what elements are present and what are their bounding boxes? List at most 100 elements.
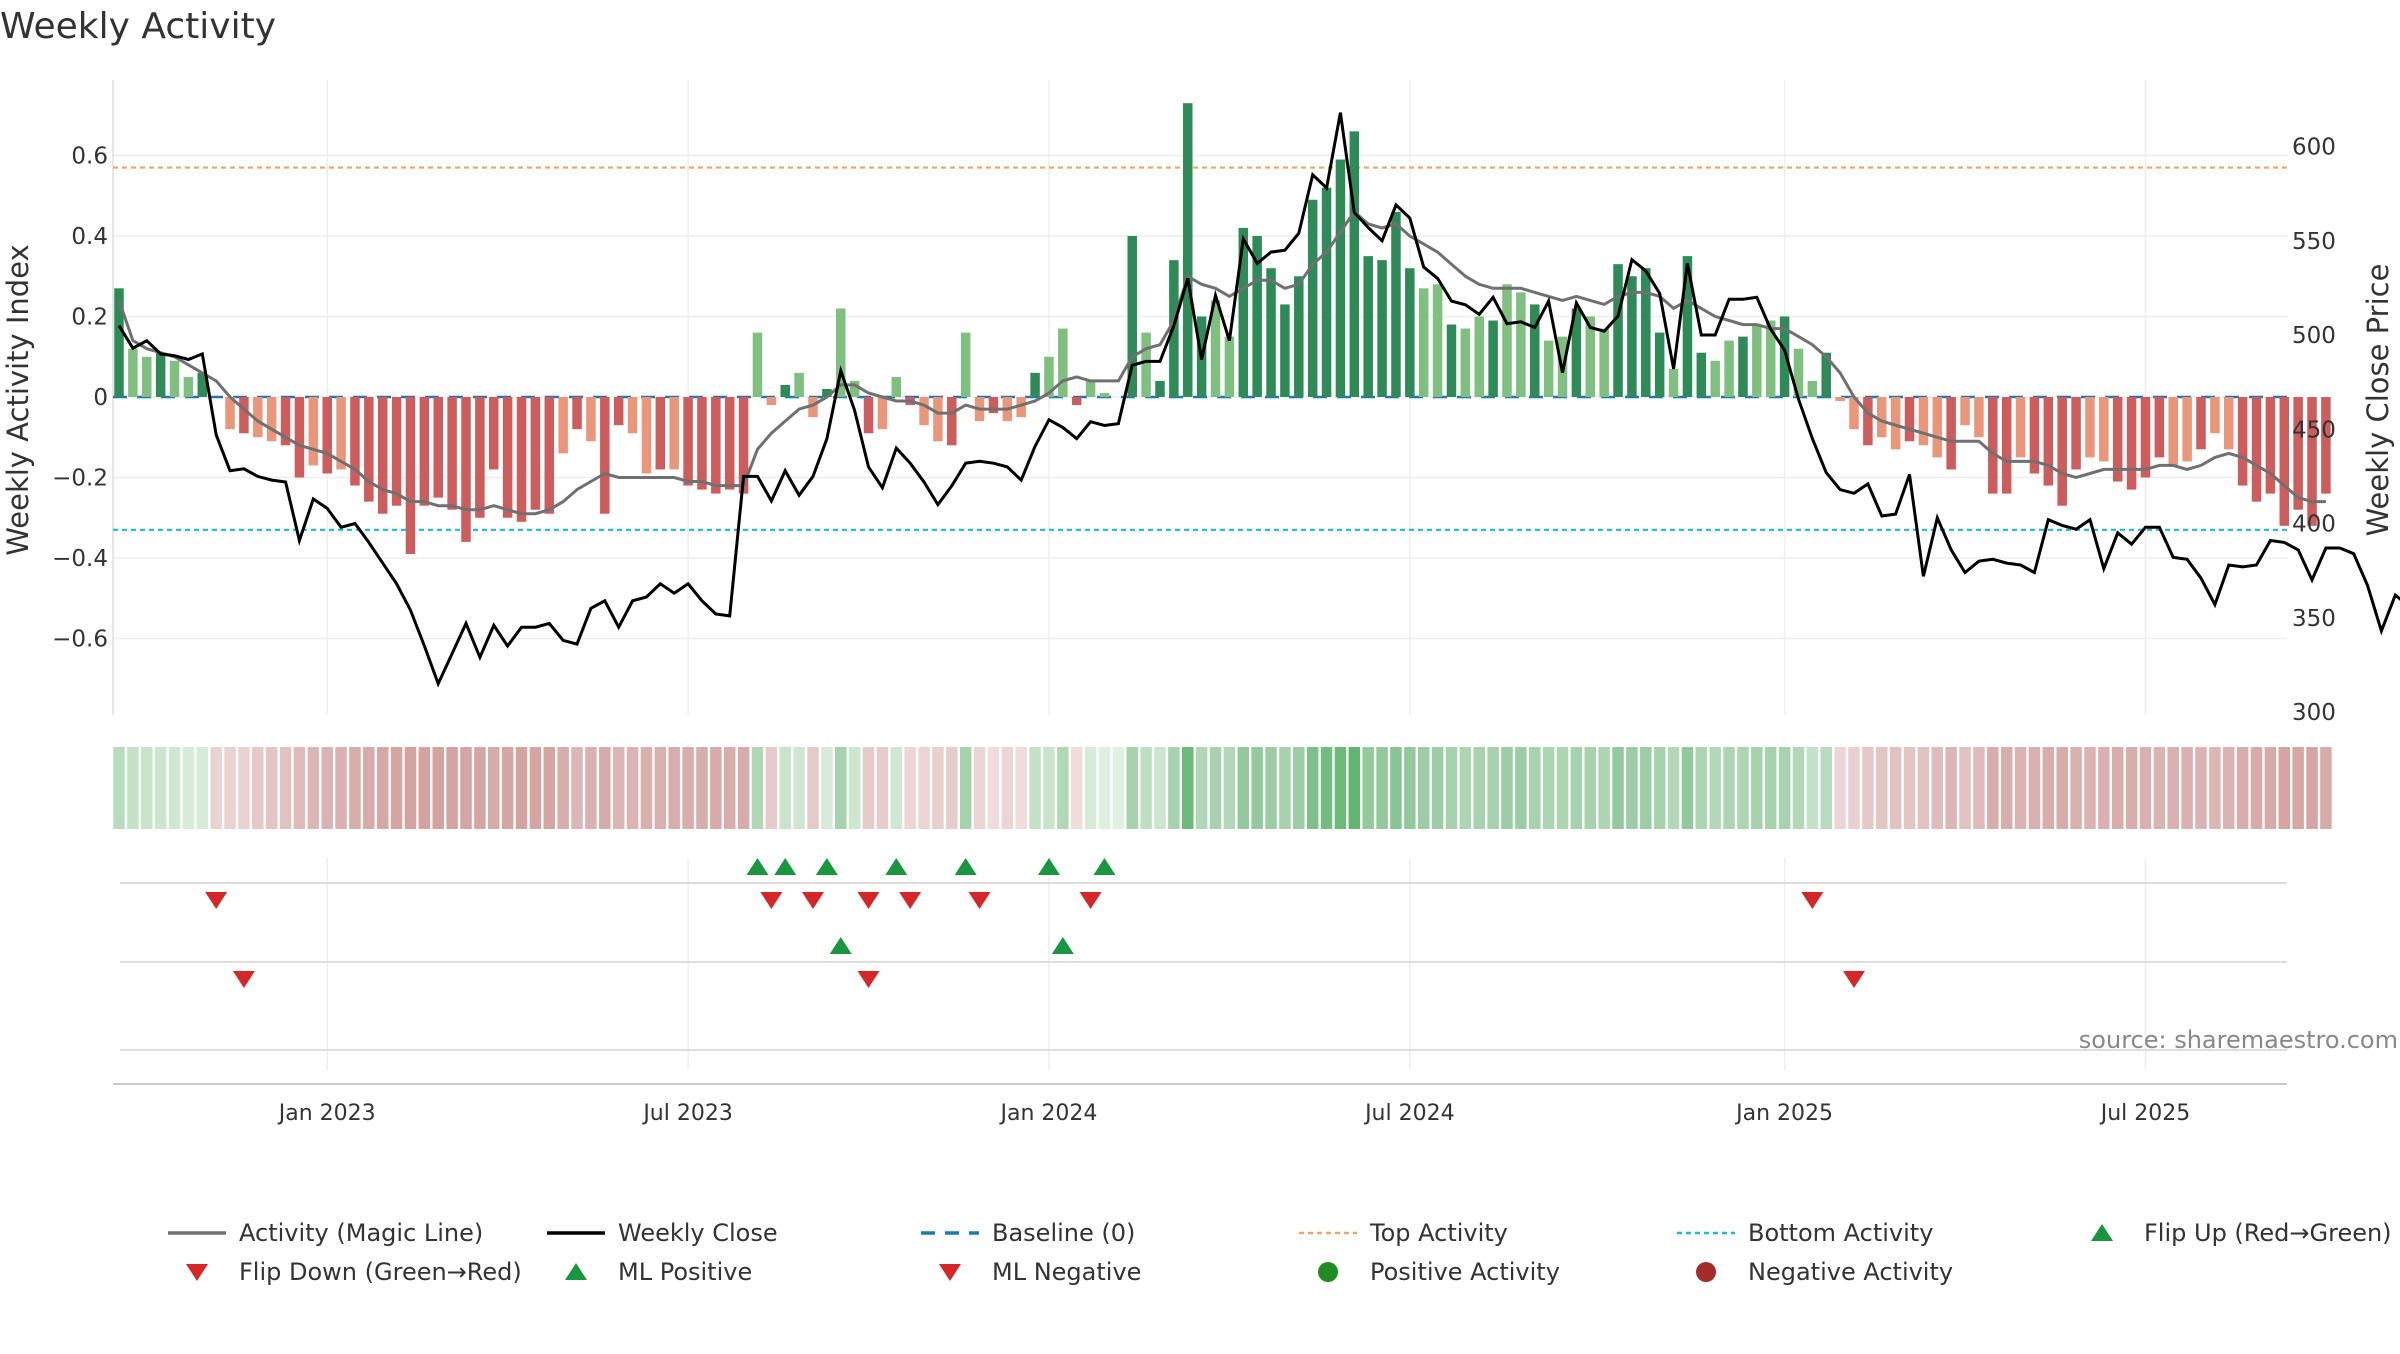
heat-cell (1571, 747, 1582, 829)
activity-bar (309, 397, 319, 465)
heat-cell (1918, 747, 1929, 829)
heat-cell (1821, 747, 1832, 829)
activity-bar (642, 397, 652, 473)
activity-bar (2099, 397, 2109, 461)
heat-cell (585, 747, 596, 829)
activity-bar (295, 397, 305, 478)
heat-cell (252, 747, 263, 829)
flip-down-marker (1080, 892, 1102, 909)
x-tick-label: Jul 2025 (2099, 1101, 2191, 1126)
heat-cell (502, 747, 513, 829)
heat-cell (1029, 747, 1040, 829)
activity-bar (961, 333, 971, 397)
heat-cell (141, 747, 152, 829)
legend-swatch (2091, 1224, 2113, 1241)
heat-cell (488, 747, 499, 829)
activity-bar (1752, 325, 1762, 397)
heat-cell (710, 747, 721, 829)
heat-cell (197, 747, 208, 829)
heat-cell (1418, 747, 1429, 829)
heat-cell (1085, 747, 1096, 829)
heat-cell (1071, 747, 1082, 829)
heat-cell (1487, 747, 1498, 829)
legend-item: Top Activity (1299, 1219, 1508, 1247)
activity-bar (267, 397, 277, 441)
flip-down-marker (205, 892, 227, 909)
activity-bar (989, 397, 999, 413)
activity-bar (2196, 397, 2206, 449)
heat-cell (1585, 747, 1596, 829)
activity-heat-strip (113, 747, 2331, 829)
heat-cell (766, 747, 777, 829)
heat-cell (1196, 747, 1207, 829)
heat-cell (238, 747, 249, 829)
right-axis-label: Weekly Close Price (2361, 264, 2395, 537)
heat-cell (1626, 747, 1637, 829)
legend-swatch (939, 1264, 961, 1281)
activity-bar (406, 397, 416, 554)
grid-lines (113, 80, 2287, 1070)
heat-cell (1932, 747, 1943, 829)
heat-cell (1349, 747, 1360, 829)
heat-cell (1015, 747, 1026, 829)
heat-cell (155, 747, 166, 829)
activity-bar (1072, 397, 1082, 405)
heat-cell (918, 747, 929, 829)
heat-cell (1335, 747, 1346, 829)
heat-cell (988, 747, 999, 829)
activity-bar (2141, 397, 2151, 478)
heat-cell (2181, 747, 2192, 829)
activity-bar (850, 381, 860, 397)
heat-cell (1696, 747, 1707, 829)
heat-cell (2015, 747, 2026, 829)
legend: Activity (Magic Line) Weekly Close Baselin… (168, 1219, 2392, 1286)
heat-cell (1140, 747, 1151, 829)
heat-cell (1612, 747, 1623, 829)
legend-item: Negative Activity (1696, 1258, 1953, 1286)
activity-bar (1488, 321, 1498, 397)
heat-cell (599, 747, 610, 829)
heat-cell (655, 747, 666, 829)
heat-cell (446, 747, 457, 829)
activity-bar (545, 397, 555, 514)
heat-cell (724, 747, 735, 829)
activity-bar (1183, 103, 1193, 397)
activity-bar (392, 397, 402, 506)
activity-bar (1377, 260, 1387, 397)
activity-bar (2127, 397, 2137, 490)
flip-up-marker (774, 858, 796, 875)
flip-down-marker (760, 892, 782, 909)
heat-cell (321, 747, 332, 829)
activity-bar (725, 397, 735, 490)
activity-bar (1738, 337, 1748, 397)
heat-cell (849, 747, 860, 829)
heat-cell (2154, 747, 2165, 829)
activity-bar (1100, 393, 1110, 397)
activity-bar (1641, 268, 1651, 397)
legend-item: ML Negative (939, 1258, 1141, 1286)
heat-cell (1682, 747, 1693, 829)
heat-cell (821, 747, 832, 829)
heat-cell (308, 747, 319, 829)
legend-label: Bottom Activity (1748, 1219, 1933, 1247)
heat-cell (807, 747, 818, 829)
heat-cell (1973, 747, 1984, 829)
heat-cell (2251, 747, 2262, 829)
left-tick-label: −0.4 (52, 546, 108, 572)
heat-cell (627, 747, 638, 829)
flip-up-marker (885, 858, 907, 875)
activity-bar (1280, 304, 1290, 397)
heat-cell (1168, 747, 1179, 829)
activity-bar (1461, 329, 1471, 397)
activity-bar (919, 397, 929, 425)
left-axis: 0.60.40.20−0.2−0.4−0.6 (52, 144, 108, 653)
heat-cell (2056, 747, 2067, 829)
heat-cell (1765, 747, 1776, 829)
activity-bar (2210, 397, 2220, 433)
activity-bar (1946, 397, 1956, 469)
heat-cell (1557, 747, 1568, 829)
legend-label: Baseline (0) (992, 1219, 1135, 1247)
heat-cell (974, 747, 985, 829)
x-axis: Jan 2023 Jul 2023 Jan 2024 Jul 2024 Jan 2025… (113, 1084, 2287, 1126)
activity-bar (697, 397, 707, 490)
